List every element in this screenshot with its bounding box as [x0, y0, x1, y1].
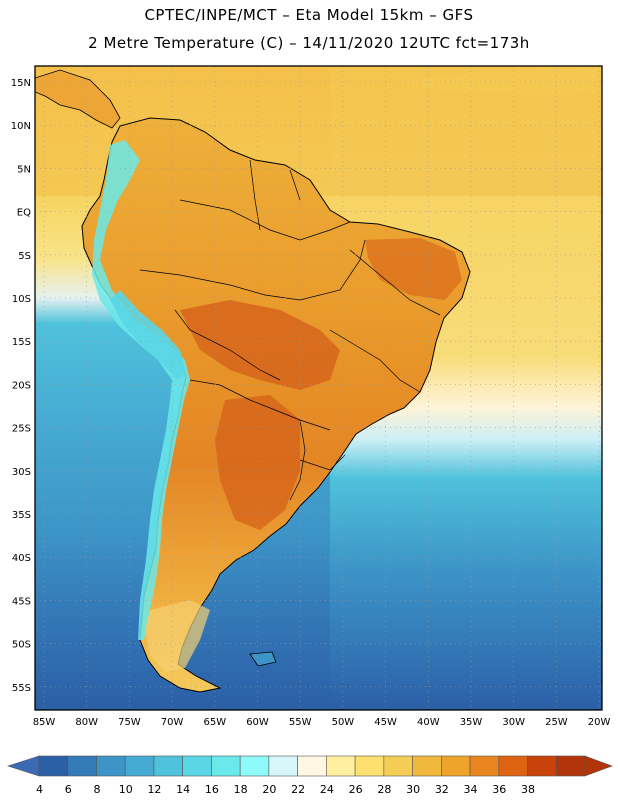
colorbar-label: 14	[176, 783, 191, 796]
colorbar-label: 32	[434, 783, 449, 796]
colorbar-segment	[527, 755, 557, 777]
colorbar-label: 22	[291, 783, 306, 796]
colorbar-label: 8	[93, 783, 101, 796]
latitude-label: 55S	[12, 683, 31, 694]
colorbar-label: 10	[118, 783, 133, 796]
colorbar	[7, 755, 613, 777]
colorbar-segment	[153, 755, 183, 777]
colorbar-label: 20	[262, 783, 277, 796]
latitude-label: 50S	[12, 640, 31, 651]
latitude-label: 40S	[12, 553, 31, 564]
hot-interior-south	[215, 395, 300, 530]
colorbar-segment	[211, 755, 241, 777]
longitude-label: 30W	[502, 717, 525, 728]
colorbar-label: 30	[406, 783, 421, 796]
colorbar-high-arrow	[584, 755, 613, 777]
colorbar-label: 18	[233, 783, 248, 796]
colorbar-label: 12	[147, 783, 162, 796]
colorbar-label: 16	[204, 783, 219, 796]
longitude-label: 50W	[332, 717, 355, 728]
altiplano-cold	[110, 290, 186, 380]
longitude-label: 65W	[203, 717, 226, 728]
latitude-label: 20S	[12, 380, 31, 391]
colorbar-segment	[239, 755, 270, 777]
colorbar-segment	[124, 755, 155, 777]
latitude-label: 30S	[12, 467, 31, 478]
longitude-label: 85W	[33, 717, 56, 728]
colorbar-label: 6	[64, 783, 72, 796]
latitude-labels: 15N 10N 5N EQ 5S 10S 15S 20S 25S 30S 35S 40S 45S 50S 5…	[11, 78, 31, 694]
latitude-label: 15S	[12, 337, 31, 348]
longitude-label: 40W	[417, 717, 440, 728]
longitude-label: 45W	[374, 717, 397, 728]
falkland-islands	[249, 651, 277, 667]
longitude-label: 70W	[161, 717, 184, 728]
colorbar-segment	[268, 755, 298, 777]
longitude-label: 35W	[460, 717, 483, 728]
colorbar-segment	[383, 755, 413, 777]
country-borders	[139, 159, 441, 501]
colorbar-segment	[412, 755, 442, 777]
colorbar-segment	[354, 755, 385, 777]
hot-interior-center	[180, 300, 340, 390]
colorbar-segment	[498, 755, 528, 777]
colorbar-segment	[555, 755, 586, 777]
colorbar-segment	[182, 755, 212, 777]
title-line-1: CPTEC/INPE/MCT – Eta Model 15km – GFS	[144, 6, 474, 24]
colorbar-segment	[326, 755, 356, 777]
latitude-label: 25S	[12, 424, 31, 435]
longitude-label: 75W	[118, 717, 141, 728]
colorbar-segment	[96, 755, 126, 777]
colorbar-label: 38	[521, 783, 536, 796]
longitude-label: 55W	[289, 717, 312, 728]
longitude-label: 60W	[246, 717, 269, 728]
hot-northeast	[365, 238, 462, 300]
colorbar-segment	[38, 755, 69, 777]
colorbar-label: 4	[36, 783, 43, 796]
colorbar-label: 26	[348, 783, 363, 796]
colorbar-segment	[67, 755, 97, 777]
patagonia	[145, 600, 210, 672]
title-line-2: 2 Metre Temperature (C) – 14/11/2020 12U…	[88, 34, 530, 52]
longitude-label: 20W	[588, 717, 611, 728]
latitude-label: 5S	[18, 251, 31, 262]
longitude-labels: 85W 80W 75W 70W 65W 60W 55W 50W 45W 40W 35W 30W 25W 2…	[33, 717, 611, 728]
latitude-label: EQ	[17, 208, 31, 219]
colorbar-segment	[441, 755, 471, 777]
longitude-label: 25W	[545, 717, 568, 728]
map-frame	[34, 65, 603, 711]
longitude-label: 80W	[75, 717, 98, 728]
colorbar-low-arrow	[7, 755, 40, 777]
colorbar-segment	[469, 755, 500, 777]
caribbean-islands	[400, 68, 602, 96]
latitude-label: 5N	[17, 164, 31, 175]
latitude-label: 10N	[11, 121, 31, 132]
colorbar-label: 24	[319, 783, 334, 796]
central-america	[35, 69, 121, 129]
colorbar-segment	[297, 755, 327, 777]
colorbar-label: 28	[377, 783, 392, 796]
latitude-label: 10S	[12, 294, 31, 305]
colorbar-label: 34	[463, 783, 478, 796]
latitude-label: 35S	[12, 510, 31, 521]
latitude-label: 45S	[12, 596, 31, 607]
latitude-label: 15N	[11, 78, 31, 89]
colorbar-label: 36	[492, 783, 507, 796]
